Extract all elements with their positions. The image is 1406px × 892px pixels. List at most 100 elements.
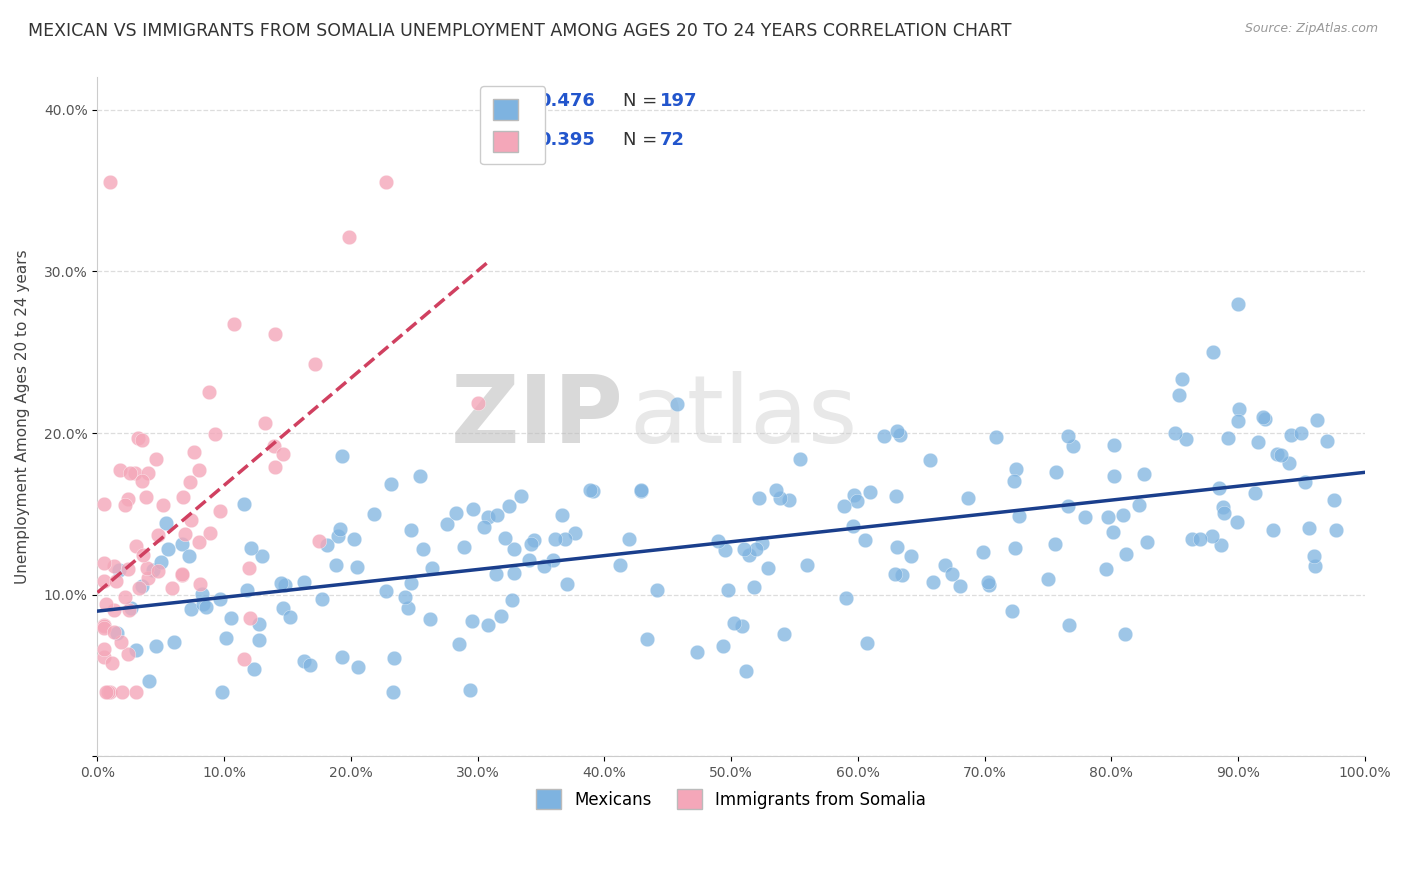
Point: [172, 537, 194, 551]
Point: [380, 477, 402, 491]
Point: [1114, 627, 1136, 641]
Text: N =: N =: [623, 92, 664, 111]
Point: [1226, 516, 1249, 530]
Point: [135, 491, 157, 505]
Point: [1128, 498, 1150, 512]
Point: [97, 684, 120, 698]
Point: [467, 396, 489, 410]
Point: [1008, 508, 1031, 523]
Point: [1045, 465, 1067, 479]
Point: [131, 578, 153, 592]
Point: [273, 600, 295, 615]
Point: [191, 587, 214, 601]
Point: [114, 590, 136, 604]
Point: [191, 597, 214, 611]
Point: [240, 541, 263, 555]
Point: [136, 571, 159, 585]
Point: [399, 523, 422, 537]
Point: [1188, 533, 1211, 547]
Point: [711, 639, 734, 653]
Point: [103, 625, 125, 640]
Point: [330, 449, 353, 463]
Point: [519, 553, 541, 567]
Point: [124, 466, 146, 480]
Point: [180, 602, 202, 616]
Point: [125, 684, 148, 698]
Point: [744, 580, 766, 594]
Point: [636, 632, 658, 647]
Point: [118, 603, 141, 617]
Point: [1211, 538, 1233, 552]
Point: [510, 489, 533, 503]
Point: [396, 601, 419, 615]
Point: [1056, 500, 1078, 514]
Point: [156, 542, 179, 557]
Point: [239, 611, 262, 625]
Point: [972, 545, 994, 559]
Point: [172, 566, 194, 581]
Point: [233, 497, 256, 511]
Point: [1004, 474, 1026, 488]
Point: [105, 625, 128, 640]
Point: [194, 600, 217, 615]
Point: [735, 664, 758, 678]
Point: [224, 317, 246, 331]
Point: [96, 684, 118, 698]
Point: [756, 561, 779, 575]
Point: [278, 609, 301, 624]
Point: [886, 489, 908, 503]
Point: [1005, 462, 1028, 476]
Point: [733, 541, 755, 556]
Point: [856, 636, 879, 650]
Point: [304, 357, 326, 371]
Point: [884, 567, 907, 582]
Point: [796, 558, 818, 573]
Point: [477, 618, 499, 632]
Point: [114, 498, 136, 512]
Point: [271, 447, 294, 461]
Point: [949, 579, 972, 593]
Point: [832, 500, 855, 514]
Point: [1001, 604, 1024, 618]
Point: [183, 445, 205, 459]
Point: [1303, 559, 1326, 574]
Point: [873, 429, 896, 443]
Point: [773, 627, 796, 641]
Legend: Mexicans, Immigrants from Somalia: Mexicans, Immigrants from Somalia: [523, 776, 939, 822]
Text: 72: 72: [661, 131, 685, 149]
Point: [420, 561, 443, 575]
Text: R =: R =: [499, 92, 538, 111]
Point: [399, 576, 422, 591]
Point: [247, 633, 270, 648]
Point: [503, 566, 526, 581]
Point: [486, 508, 509, 523]
Point: [118, 466, 141, 480]
Point: [346, 560, 368, 574]
Point: [315, 538, 337, 552]
Text: R =: R =: [499, 131, 538, 149]
Point: [1323, 492, 1346, 507]
Point: [1004, 541, 1026, 555]
Point: [934, 558, 956, 572]
Point: [274, 578, 297, 592]
Point: [979, 578, 1001, 592]
Point: [270, 575, 292, 590]
Point: [1112, 508, 1135, 522]
Point: [859, 485, 882, 500]
Text: 0.395: 0.395: [538, 131, 595, 149]
Point: [330, 649, 353, 664]
Point: [842, 488, 865, 502]
Text: atlas: atlas: [630, 371, 858, 463]
Point: [311, 591, 333, 606]
Point: [120, 601, 142, 615]
Point: [93, 497, 115, 511]
Point: [745, 542, 768, 557]
Text: Source: ZipAtlas.com: Source: ZipAtlas.com: [1244, 22, 1378, 36]
Point: [554, 532, 576, 546]
Point: [533, 558, 555, 573]
Point: [363, 508, 385, 522]
Point: [1270, 448, 1292, 462]
Point: [177, 549, 200, 563]
Point: [900, 549, 922, 563]
Point: [1074, 510, 1097, 524]
